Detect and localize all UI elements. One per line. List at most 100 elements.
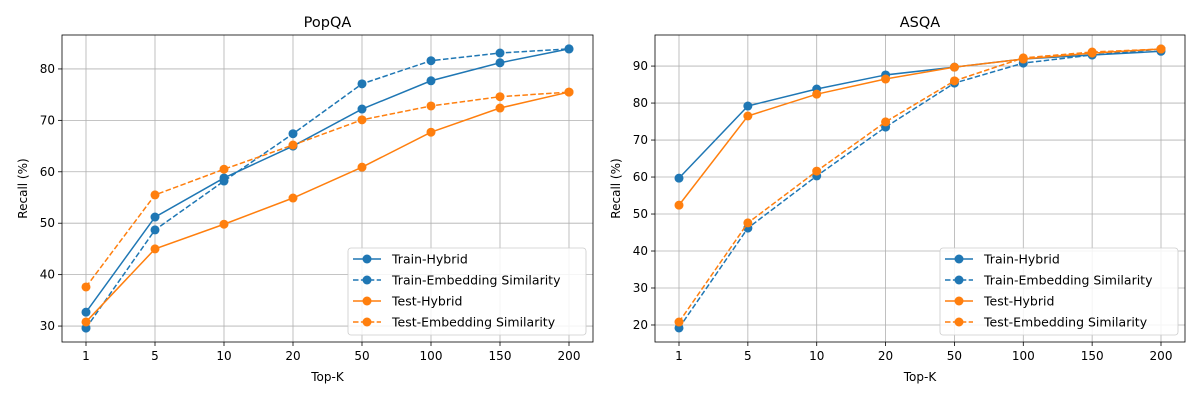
x-tick-label: 150 bbox=[489, 349, 512, 363]
x-tick-label: 1 bbox=[82, 349, 90, 363]
legend-marker bbox=[362, 296, 372, 306]
data-point bbox=[1087, 47, 1097, 57]
data-point bbox=[743, 101, 753, 111]
legend-box bbox=[347, 247, 587, 336]
x-tick-label: 100 bbox=[420, 349, 443, 363]
legend-label: Test-Hybrid bbox=[391, 294, 462, 309]
plot-frame bbox=[61, 34, 594, 343]
x-tick-label: 50 bbox=[947, 349, 962, 363]
x-tick-label: 5 bbox=[744, 349, 752, 363]
x-tick-label: 200 bbox=[1150, 349, 1173, 363]
chart-asqa: 1 5 10 20 50 100 150 200 20 30 40 50 60 70 80 90 ASQA Top… bbox=[609, 15, 1186, 384]
data-point bbox=[1018, 53, 1028, 63]
x-axis-label: Top-K bbox=[903, 370, 938, 384]
data-point bbox=[495, 92, 505, 102]
data-point bbox=[949, 76, 959, 86]
legend-label: Test-Hybrid bbox=[983, 294, 1054, 309]
y-axis-label: Recall (%) bbox=[609, 158, 623, 218]
data-point bbox=[219, 219, 229, 229]
legend-label: Train-Embedding Similarity bbox=[983, 273, 1153, 288]
data-point bbox=[357, 162, 367, 172]
y-tick-label: 20 bbox=[633, 318, 648, 332]
data-point bbox=[81, 282, 91, 292]
series-line bbox=[85, 91, 570, 288]
data-point bbox=[812, 89, 822, 99]
x-tick-label: 1 bbox=[675, 349, 683, 363]
x-tick-label: 10 bbox=[809, 349, 824, 363]
legend: Train-Hybrid Train-Embedding Similarity Te… bbox=[939, 247, 1179, 336]
data-point bbox=[495, 58, 505, 68]
chart-popqa: 1 5 10 20 50 100 150 200 30 40 50 60 70 80 PopQA Top-K R… bbox=[16, 15, 594, 384]
legend-label: Test-Embedding Similarity bbox=[983, 315, 1148, 330]
legend-label: Train-Hybrid bbox=[983, 252, 1060, 267]
series-test-embedding-similarity bbox=[81, 87, 574, 292]
y-tick-label: 80 bbox=[40, 62, 55, 76]
y-tick-label: 40 bbox=[40, 268, 55, 282]
x-tick-label: 10 bbox=[216, 349, 231, 363]
series-line bbox=[678, 48, 1162, 206]
series-line bbox=[85, 48, 570, 313]
data-point bbox=[949, 62, 959, 72]
data-point bbox=[743, 111, 753, 121]
data-point bbox=[81, 317, 91, 327]
data-point bbox=[881, 74, 891, 84]
legend-label: Train-Hybrid bbox=[391, 252, 468, 267]
legend-marker bbox=[362, 254, 372, 264]
data-point bbox=[288, 193, 298, 203]
y-tick-label: 70 bbox=[40, 113, 55, 127]
y-tick-label: 70 bbox=[633, 133, 648, 147]
data-point bbox=[288, 129, 298, 139]
data-point bbox=[81, 307, 91, 317]
data-point bbox=[219, 164, 229, 174]
data-point bbox=[150, 225, 160, 235]
data-point bbox=[150, 212, 160, 222]
x-tick-label: 150 bbox=[1081, 349, 1104, 363]
y-tick-label: 90 bbox=[633, 59, 648, 73]
data-point bbox=[881, 117, 891, 127]
x-tick-label: 50 bbox=[354, 349, 369, 363]
data-point bbox=[426, 101, 436, 111]
x-tick-label: 20 bbox=[878, 349, 893, 363]
y-tick-label: 30 bbox=[633, 281, 648, 295]
series-line bbox=[85, 91, 570, 323]
series-line bbox=[678, 48, 1162, 323]
legend-label: Train-Embedding Similarity bbox=[391, 273, 561, 288]
y-tick-label: 80 bbox=[633, 96, 648, 110]
series-test-hybrid bbox=[81, 87, 574, 327]
data-point bbox=[150, 190, 160, 200]
series-line bbox=[678, 48, 1162, 329]
legend-marker bbox=[954, 317, 964, 327]
data-point bbox=[357, 79, 367, 89]
legend: Train-Hybrid Train-Embedding Similarity Te… bbox=[347, 247, 587, 336]
plot-frame bbox=[654, 34, 1186, 343]
x-tick-label: 100 bbox=[1012, 349, 1035, 363]
y-tick-label: 30 bbox=[40, 319, 55, 333]
data-point bbox=[564, 87, 574, 97]
data-point bbox=[150, 244, 160, 254]
data-point bbox=[219, 176, 229, 186]
x-tick-label: 200 bbox=[558, 349, 581, 363]
data-point bbox=[81, 323, 91, 333]
y-tick-label: 50 bbox=[633, 207, 648, 221]
data-point bbox=[564, 44, 574, 54]
legend-marker bbox=[954, 296, 964, 306]
x-tick-label: 5 bbox=[151, 349, 159, 363]
y-axis-label: Recall (%) bbox=[16, 158, 30, 218]
series-train-embedding-similarity bbox=[81, 44, 574, 333]
x-tick-label: 20 bbox=[285, 349, 300, 363]
legend-label: Test-Embedding Similarity bbox=[391, 315, 556, 330]
data-point bbox=[1156, 44, 1166, 54]
y-tick-label: 60 bbox=[40, 165, 55, 179]
y-tick-label: 60 bbox=[633, 170, 648, 184]
data-point bbox=[495, 48, 505, 58]
legend-marker bbox=[362, 317, 372, 327]
data-point bbox=[426, 56, 436, 66]
legend-marker bbox=[362, 275, 372, 285]
data-point bbox=[426, 127, 436, 137]
data-point bbox=[674, 317, 684, 327]
x-axis-label: Top-K bbox=[310, 370, 345, 384]
data-point bbox=[674, 173, 684, 183]
data-point bbox=[495, 103, 505, 113]
legend-marker bbox=[954, 254, 964, 264]
